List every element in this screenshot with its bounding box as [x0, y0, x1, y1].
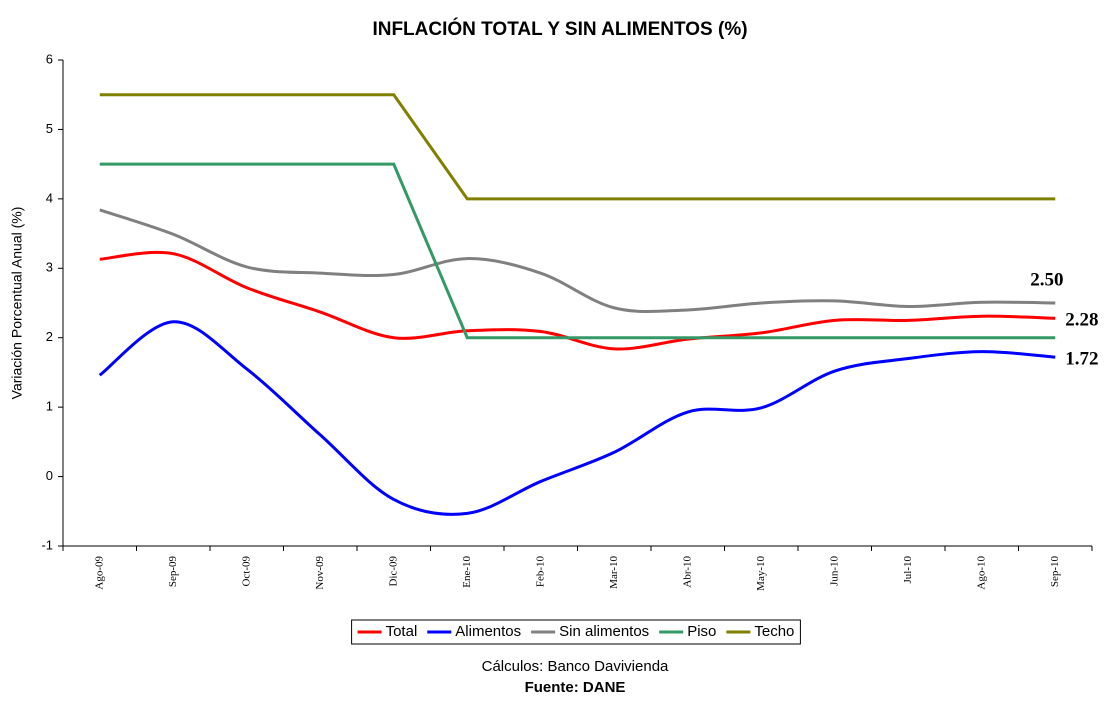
- value-label: 2.28: [1065, 310, 1098, 331]
- y-tick-label: 5: [46, 121, 53, 136]
- x-tick-label: Oct-09: [240, 556, 252, 587]
- x-tick-label: Sep-10: [1049, 556, 1061, 588]
- legend-label: Sin alimentos: [559, 623, 649, 640]
- legend-box: [351, 619, 801, 645]
- x-tick-label: May-10: [755, 556, 767, 591]
- legend-label: Techo: [754, 623, 794, 640]
- source: Fuente: DANE: [525, 679, 626, 696]
- legend-label: Alimentos: [455, 623, 521, 640]
- y-tick-label: -1: [41, 537, 53, 552]
- x-tick-label: Feb-10: [534, 556, 546, 588]
- legend-label: Total: [386, 623, 418, 640]
- x-tick-label: Dic-09: [387, 556, 399, 587]
- note: Cálculos: Banco Davivienda: [482, 658, 669, 675]
- series-line: [98, 320, 1056, 516]
- y-tick-label: 6: [46, 51, 53, 66]
- y-axis-label: Variación Porcentual Anual (%): [9, 207, 25, 400]
- x-tick-label: Mar-10: [608, 556, 620, 589]
- x-tick-label: Abr-10: [681, 556, 693, 588]
- x-tick-label: Ene-10: [461, 556, 473, 588]
- x-tick-label: Jun-10: [828, 556, 840, 586]
- series-line: [99, 93, 1056, 201]
- chart-title: INFLACIÓN TOTAL Y SIN ALIMENTOS (%): [372, 18, 747, 40]
- value-label: 2.50: [1030, 269, 1063, 290]
- y-tick-label: 2: [46, 329, 53, 344]
- x-tick-label: Nov-09: [314, 556, 326, 590]
- series-line: [99, 162, 1056, 340]
- y-tick-label: 0: [46, 468, 53, 483]
- value-label: 1.72: [1065, 349, 1098, 370]
- x-tick-label: Ago-10: [975, 556, 987, 590]
- x-tick-label: Ago-09: [93, 556, 105, 590]
- legend: Total Alimentos Sin alimentos Piso Techo: [351, 619, 801, 645]
- y-tick-label: 4: [46, 190, 53, 205]
- y-tick-label: 1: [46, 399, 53, 414]
- x-tick-label: Sep-09: [167, 556, 179, 588]
- series-line: [99, 208, 1056, 314]
- legend-label: Piso: [687, 623, 716, 640]
- series-line: [99, 250, 1056, 351]
- x-tick-label: Jul-10: [902, 556, 914, 584]
- y-tick-label: 3: [46, 260, 53, 275]
